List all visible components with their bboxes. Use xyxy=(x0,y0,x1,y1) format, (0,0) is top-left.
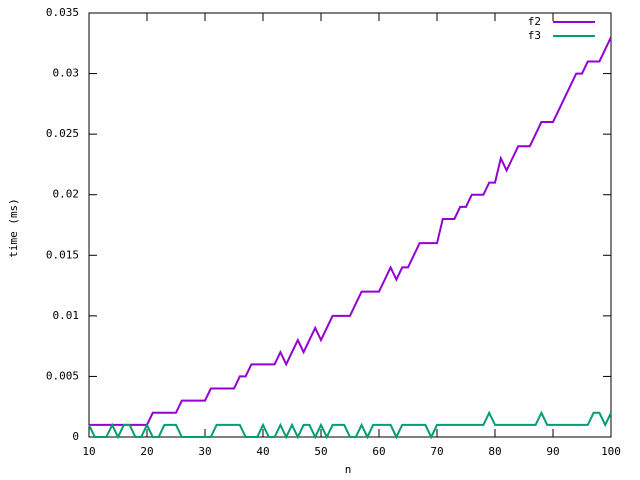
y-tick-label: 0 xyxy=(72,430,79,443)
y-tick-label: 0.02 xyxy=(53,188,80,201)
legend-label: f2 xyxy=(528,15,541,28)
x-tick-label: 100 xyxy=(601,445,621,458)
y-tick-label: 0.005 xyxy=(46,369,79,382)
series-line xyxy=(88,410,612,440)
y-tick-label: 0.01 xyxy=(53,309,80,322)
x-tick-label: 20 xyxy=(140,445,153,458)
x-tick-label: 90 xyxy=(546,445,559,458)
y-axis-label: time (ms) xyxy=(7,198,20,258)
x-tick-label: 80 xyxy=(488,445,501,458)
x-tick-label: 70 xyxy=(430,445,443,458)
x-tick-label: 60 xyxy=(372,445,385,458)
x-tick-label: 50 xyxy=(314,445,327,458)
y-tick-label: 0.035 xyxy=(46,6,79,19)
y-tick-label: 0.015 xyxy=(46,248,79,261)
plot-frame xyxy=(88,12,612,438)
x-tick-label: 10 xyxy=(82,445,95,458)
y-tick-label: 0.025 xyxy=(46,127,79,140)
y-tick-label: 0.03 xyxy=(53,67,80,80)
x-tick-label: 30 xyxy=(198,445,211,458)
legend-label: f3 xyxy=(528,29,541,42)
series-line xyxy=(89,36,612,426)
x-tick-label: 40 xyxy=(256,445,269,458)
x-axis-label: n xyxy=(345,463,352,476)
